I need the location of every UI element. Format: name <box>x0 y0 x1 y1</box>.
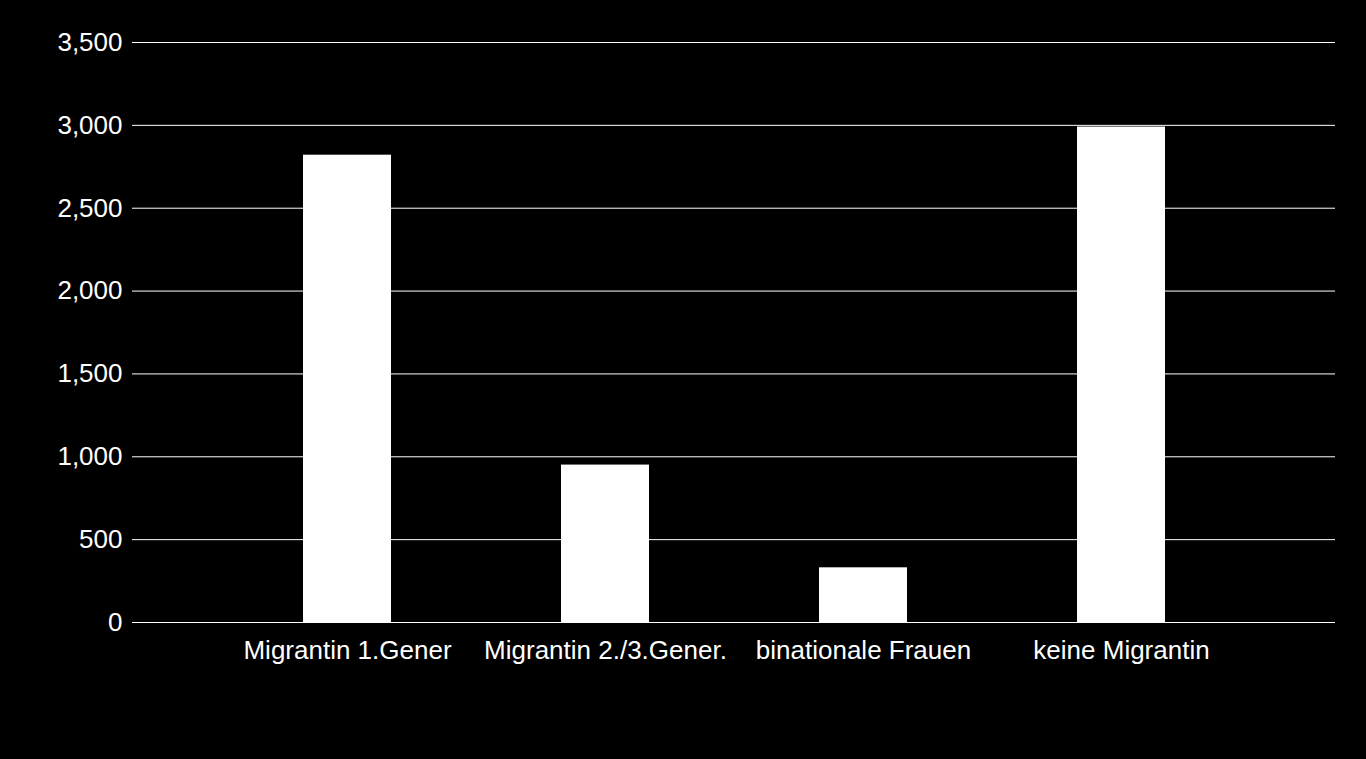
svg-text:keine Migrantin: keine Migrantin <box>1033 635 1209 665</box>
svg-text:3,000: 3,000 <box>57 110 122 140</box>
svg-text:2,000: 2,000 <box>57 275 122 305</box>
svg-text:0: 0 <box>108 607 122 637</box>
svg-text:1,000: 1,000 <box>57 441 122 471</box>
svg-text:binationale Frauen: binationale Frauen <box>756 635 971 665</box>
svg-text:3,500: 3,500 <box>57 27 122 57</box>
svg-text:Migrantin 2./3.Gener.: Migrantin 2./3.Gener. <box>484 635 727 665</box>
svg-text:1,500: 1,500 <box>57 358 122 388</box>
svg-text:Migrantin 1.Gener: Migrantin 1.Gener <box>243 635 451 665</box>
svg-text:500: 500 <box>79 524 122 554</box>
svg-text:2,500: 2,500 <box>57 193 122 223</box>
